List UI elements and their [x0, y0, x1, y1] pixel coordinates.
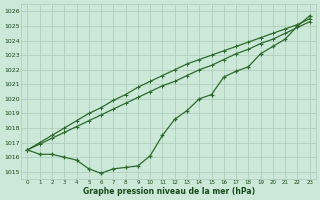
X-axis label: Graphe pression niveau de la mer (hPa): Graphe pression niveau de la mer (hPa)	[83, 187, 255, 196]
